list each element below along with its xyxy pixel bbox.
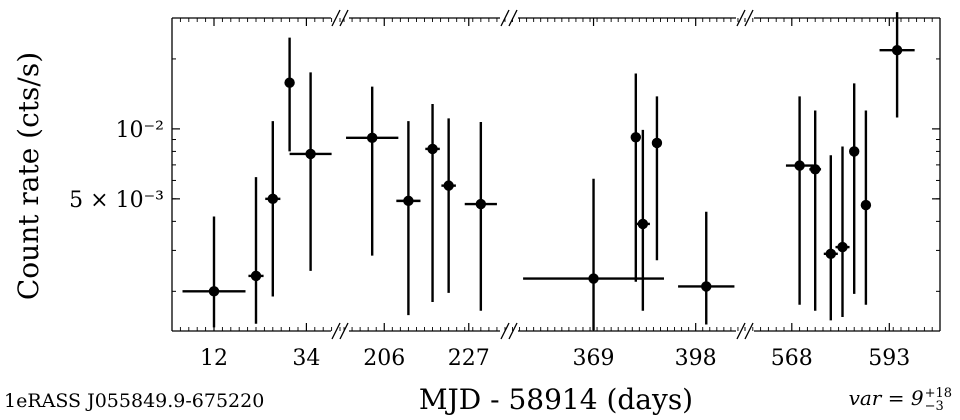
axis-break-mark [508, 322, 518, 340]
data-marker [443, 180, 454, 191]
data-point [879, 12, 915, 118]
data-point [630, 73, 642, 282]
data-point [678, 211, 735, 325]
y-tick-label: 10⁻² [116, 118, 164, 143]
x-tick-label: 227 [448, 346, 490, 371]
data-point [346, 86, 399, 256]
data-marker [305, 148, 316, 160]
plot-frame [171, 9, 941, 340]
data-marker [588, 273, 599, 284]
x-tick-label: 34 [292, 346, 320, 371]
data-marker [208, 286, 220, 297]
axis-break-mark [736, 9, 746, 27]
data-point [289, 72, 332, 271]
axis-ticks: 10⁻² 5 × 10⁻³ 12 34 206 227 369 398 568 593 [69, 17, 941, 371]
source-name: 1eRASS J055849.9-675220 [4, 390, 265, 412]
data-marker [250, 270, 262, 282]
x-tick-label: 568 [771, 346, 813, 371]
data-point [464, 122, 497, 311]
x-tick-label: 206 [363, 346, 405, 371]
x-axis-title: MJD - 58914 (days) [419, 383, 693, 416]
data-marker [366, 132, 378, 144]
data-marker [825, 248, 836, 260]
data-marker [891, 45, 903, 56]
data-marker [860, 199, 872, 211]
data-point [523, 178, 664, 331]
data-marker [630, 132, 642, 143]
data-marker [837, 241, 848, 253]
data-point [265, 121, 281, 297]
x-tick-label: 369 [573, 346, 615, 371]
axis-break-mark [736, 322, 746, 340]
data-point [860, 110, 872, 305]
data-marker [427, 143, 438, 155]
x-tick-label: 398 [675, 346, 717, 371]
data-point [248, 177, 264, 324]
data-marker [849, 146, 860, 157]
axis-break-mark [331, 322, 341, 340]
axis-break-mark [508, 9, 518, 27]
data-point [849, 83, 860, 294]
x-tick-label: 12 [200, 346, 228, 371]
data-marker [284, 77, 295, 88]
data-marker [267, 193, 278, 205]
axis-break-mark [744, 9, 754, 27]
axis-break-mark [744, 322, 754, 340]
y-tick-label: 5 × 10⁻³ [69, 188, 164, 213]
data-point [396, 121, 421, 316]
y-axis-title: Count rate (cts/s) [12, 52, 45, 300]
data-marker [637, 218, 649, 230]
variability-label: var = 9 +18 −3 [849, 386, 952, 413]
data-point [635, 129, 650, 311]
data-point [425, 103, 440, 302]
data-marker [651, 137, 663, 149]
x-tick-label: 593 [868, 346, 910, 371]
data-marker [403, 195, 414, 207]
data-marker [794, 160, 805, 171]
data-marker [475, 198, 487, 210]
data-marker [701, 281, 712, 292]
variability-upper: +18 [924, 385, 952, 401]
variability-value: var = 9 [848, 386, 924, 410]
data-point [835, 146, 850, 318]
data-marker [810, 164, 821, 175]
data-point [284, 37, 295, 152]
variability-lower: −3 [924, 398, 944, 414]
data-point [823, 155, 838, 321]
data-points [182, 12, 915, 331]
data-point [441, 118, 456, 293]
data-point [785, 96, 814, 305]
axis-break-mark [331, 9, 341, 27]
data-point [182, 216, 246, 328]
data-point [651, 96, 663, 261]
data-point [809, 110, 822, 311]
